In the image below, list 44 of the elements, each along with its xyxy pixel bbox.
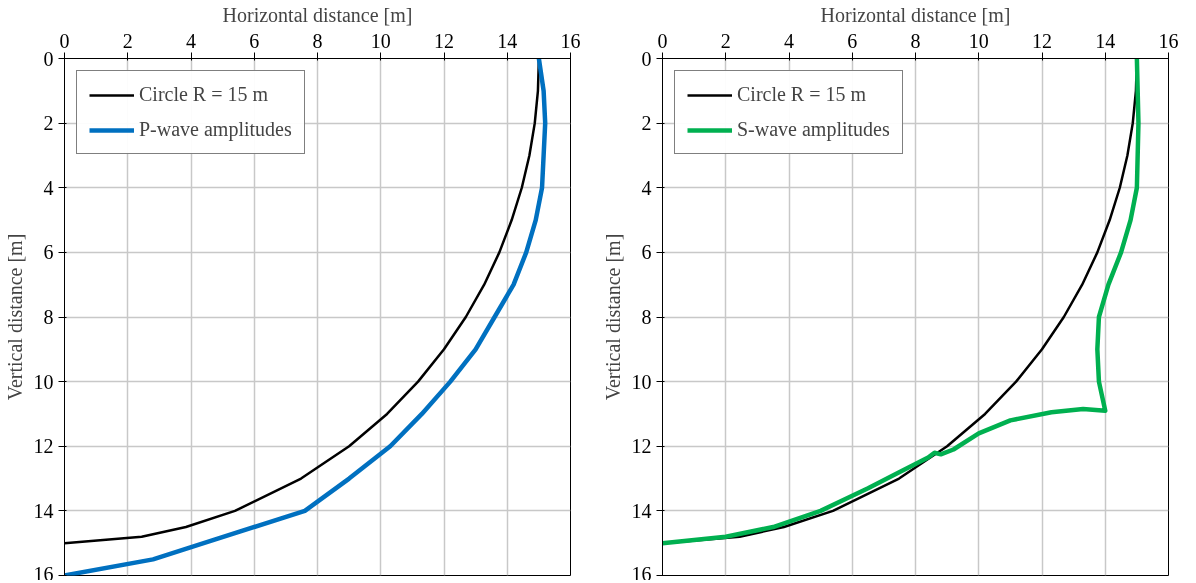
x-tick-label: 2 xyxy=(720,29,731,52)
y-tick-label: 14 xyxy=(33,499,54,522)
y-tick-label: 6 xyxy=(43,241,54,264)
x-tick-label: 12 xyxy=(434,29,454,52)
x-tick-label: 2 xyxy=(122,29,133,52)
x-tick-label: 14 xyxy=(497,29,518,52)
y-tick-label: 2 xyxy=(641,112,652,135)
x-tick-label: 4 xyxy=(784,29,794,52)
x-axis-title: Horizontal distance [m] xyxy=(820,3,1011,26)
x-tick-label: 6 xyxy=(847,29,858,52)
y-tick-label: 16 xyxy=(631,562,652,583)
y-tick-label: 12 xyxy=(33,435,54,458)
legend-label: Circle R = 15 m xyxy=(139,83,269,106)
y-tick-label: 2 xyxy=(43,112,54,135)
legend-label: P-wave amplitudes xyxy=(139,118,292,141)
y-tick-label: 0 xyxy=(43,47,54,70)
x-tick-label: 0 xyxy=(59,29,70,52)
y-tick-label: 8 xyxy=(43,306,54,328)
y-axis-title: Vertical distance [m] xyxy=(3,233,26,401)
y-axis-title: Vertical distance [m] xyxy=(601,233,624,401)
x-tick-label: 0 xyxy=(657,29,668,52)
y-tick-label: 10 xyxy=(631,370,652,393)
y-tick-label: 8 xyxy=(641,306,652,328)
y-tick-label: 14 xyxy=(631,499,652,522)
x-axis-title: Horizontal distance [m] xyxy=(222,3,413,26)
x-tick-label: 10 xyxy=(370,29,391,52)
x-tick-label: 16 xyxy=(560,29,581,52)
legend-label: Circle R = 15 m xyxy=(737,83,867,106)
x-tick-label: 8 xyxy=(910,29,921,52)
x-tick-label: 6 xyxy=(249,29,260,52)
legend-label: S-wave amplitudes xyxy=(737,118,890,141)
y-tick-label: 4 xyxy=(641,176,652,199)
y-tick-label: 16 xyxy=(33,562,54,583)
x-tick-label: 8 xyxy=(312,29,323,52)
y-tick-label: 4 xyxy=(43,176,54,199)
x-tick-label: 10 xyxy=(968,29,989,52)
y-tick-label: 0 xyxy=(641,47,652,70)
x-tick-label: 16 xyxy=(1158,29,1179,52)
x-tick-label: 12 xyxy=(1032,29,1052,52)
x-tick-label: 14 xyxy=(1095,29,1116,52)
y-tick-label: 6 xyxy=(641,241,652,264)
x-tick-label: 4 xyxy=(186,29,196,52)
y-tick-label: 10 xyxy=(33,370,54,393)
y-tick-label: 12 xyxy=(631,435,652,458)
